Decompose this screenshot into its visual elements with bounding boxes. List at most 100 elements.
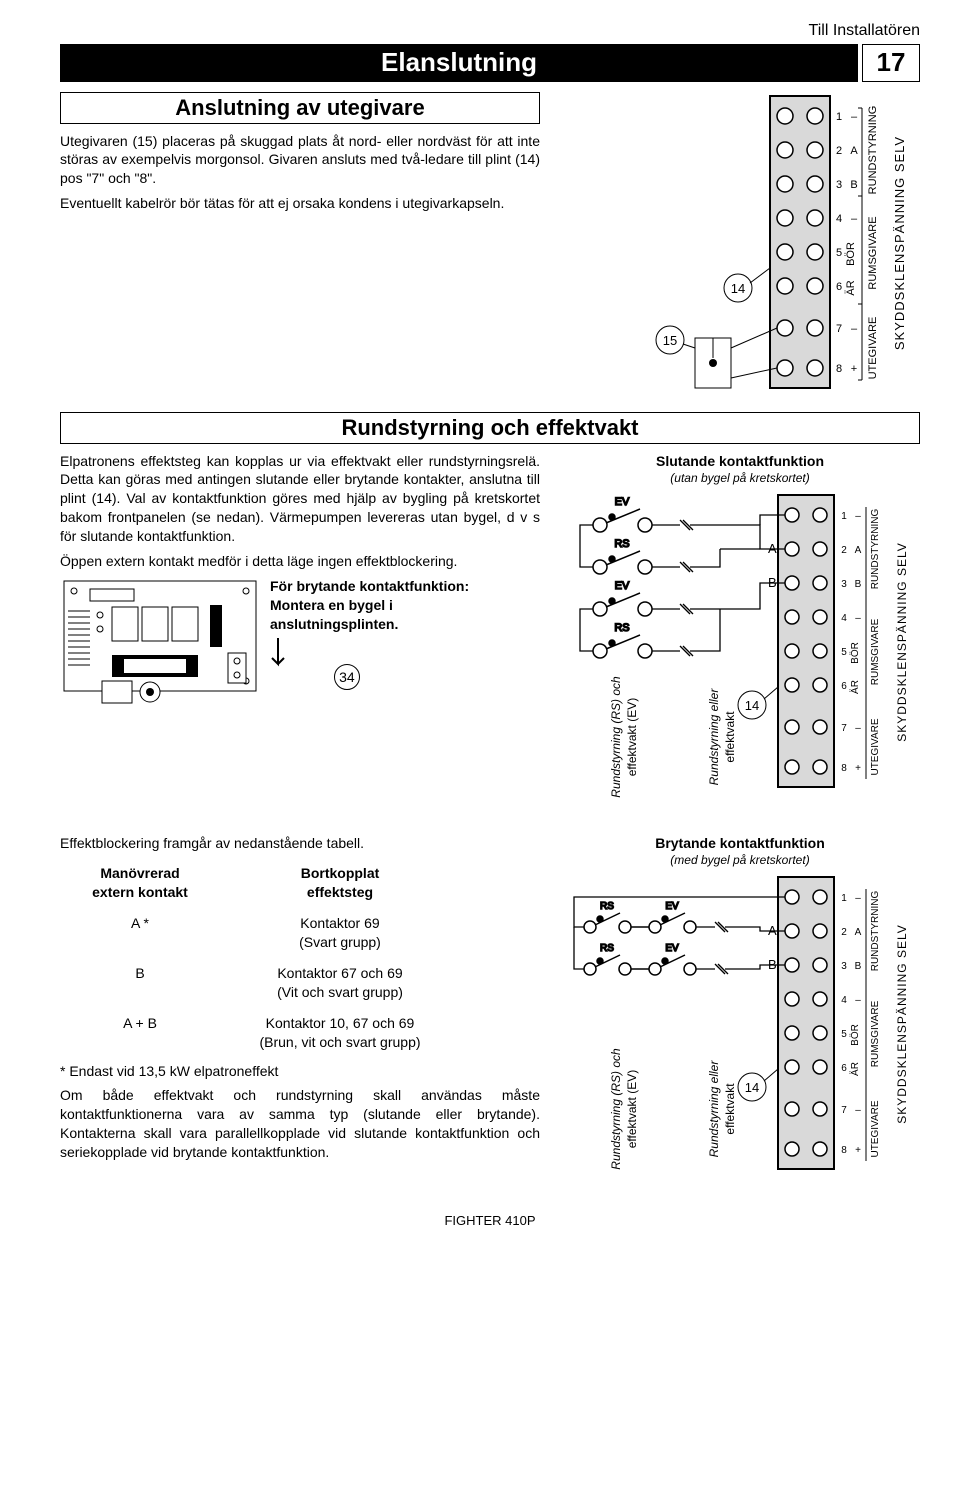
svg-text:3: 3 [841,579,847,590]
svg-text:–: – [851,111,858,123]
footer-model: FIGHTER 410P [60,1212,920,1230]
svg-text:RUMSGIVARE: RUMSGIVARE [870,618,881,685]
svg-text:–: – [855,995,861,1006]
svg-text:+: + [855,1145,861,1156]
svg-text:RUMSGIVARE: RUMSGIVARE [867,216,879,289]
svg-text:A: A [768,541,777,556]
svg-text:RUNDSTYRNING: RUNDSTYRNING [867,105,879,194]
tbl-h1b: extern kontakt [92,884,188,900]
svg-text:4: 4 [841,995,847,1006]
svg-text:2: 2 [841,545,847,556]
title-row: Elanslutning 17 [60,44,920,82]
diagram3-title-1: Brytande kontaktfunktion [560,834,920,853]
svg-text:A: A [855,545,862,556]
svg-text:B: B [768,575,777,590]
diagram-slutande: EV RS EV RS [560,487,920,807]
instr-line: Montera en bygel i anslutningsplinten. [270,596,490,634]
svg-text:effektvakt (EV): effektvakt (EV) [625,1069,639,1147]
section-2-para-1: Elpatronens effektsteg kan kopplas ur vi… [60,452,540,546]
diagram3-title-2: (med bygel på kretskortet) [560,852,920,868]
svg-text:A: A [768,923,777,938]
svg-text:RUNDSTYRNING: RUNDSTYRNING [870,508,881,589]
svg-text:EV: EV [615,496,630,508]
svg-text:B: B [850,179,857,191]
svg-text:UTEGIVARE: UTEGIVARE [870,1100,881,1157]
instr-title: För brytande kontaktfunktion: [270,577,490,596]
svg-text:8: 8 [841,763,847,774]
svg-text:ÄR: ÄR [849,680,861,694]
arrow-icon [270,634,330,682]
svg-text:EV: EV [615,580,630,592]
svg-text:RS: RS [600,943,614,954]
svg-text:EV: EV [665,943,679,954]
ref-34: 34 [334,664,360,690]
svg-text:UTEGIVARE: UTEGIVARE [870,718,881,775]
section-3-tail: Om både effektvakt och rundstyrning skal… [60,1086,540,1162]
svg-text:RUNDSTYRNING: RUNDSTYRNING [870,890,881,971]
section-1-para-2: Eventuellt kabelrör bör tätas för att ej… [60,194,540,213]
svg-text:4: 4 [836,213,842,225]
page-title: Elanslutning [60,44,858,82]
tbl-h2b: effektsteg [307,884,373,900]
svg-text:EV: EV [665,901,679,912]
svg-text:–: – [855,723,861,734]
svg-text:effektvakt: effektvakt [723,1082,737,1134]
svg-text:–: – [851,323,858,335]
pcb-sketch [60,577,260,707]
svg-text:UTEGIVARE: UTEGIVARE [867,316,879,379]
effect-table: Manövrerad extern kontakt Bortkopplat ef… [60,858,540,1057]
tbl-r2c1: B [60,958,220,1008]
tbl-r2c2a: Kontaktor 67 och 69 [277,965,402,981]
svg-text:B: B [855,961,862,972]
svg-text:15: 15 [663,333,677,348]
tbl-r3c1: A + B [60,1008,220,1058]
table-footnote: * Endast vid 13,5 kW elpatroneffekt [60,1062,540,1081]
svg-text:4: 4 [841,613,847,624]
tbl-h1a: Manövrerad [100,865,179,881]
diagram2-title-1: Slutande kontaktfunktion [560,452,920,471]
tbl-h2a: Bortkopplat [301,865,380,881]
svg-text:Rundstyrning eller: Rundstyrning eller [707,687,721,785]
svg-text:3: 3 [836,179,842,191]
svg-text:ÄR: ÄR [845,280,857,295]
svg-text:A: A [855,927,862,938]
section-3-intro: Effektblockering framgår av nedanstående… [60,834,540,853]
svg-text:B: B [855,579,862,590]
svg-text:14: 14 [745,1080,759,1095]
section-2-para-2: Öppen extern kontakt medför i detta läge… [60,552,540,571]
svg-text:B: B [768,957,777,972]
svg-text:RUMSGIVARE: RUMSGIVARE [870,1000,881,1067]
svg-text:+: + [851,363,857,375]
audience-label: Till Installatören [60,20,920,42]
svg-text:effektvakt (EV): effektvakt (EV) [625,697,639,775]
svg-text:8: 8 [841,1145,847,1156]
svg-text:2: 2 [836,145,842,157]
svg-text:6: 6 [836,281,842,293]
svg-text:SKYDDSKLENSPÄNNING SELV: SKYDDSKLENSPÄNNING SELV [895,924,909,1124]
svg-text:2: 2 [841,927,847,938]
tbl-r3c2b: (Brun, vit och svart grupp) [259,1034,420,1050]
svg-text:1: 1 [836,111,842,123]
svg-text:7: 7 [841,1105,847,1116]
svg-text:ÄR: ÄR [849,1062,861,1076]
terminal-diagram-1: 14 15 8 7 6 5 4 3 2 1 + – [630,88,920,408]
svg-text:6: 6 [841,681,847,692]
tbl-r2c2b: (Vit och svart grupp) [277,984,403,1000]
section-2-heading: Rundstyrning och effektvakt [60,412,920,444]
diagram-brytande: RS EV RS EV [560,869,920,1189]
tbl-r1c2b: (Svart grupp) [299,934,381,950]
tbl-r1c2a: Kontaktor 69 [300,915,379,931]
svg-text:8: 8 [836,363,842,375]
svg-text:Rundstyrning eller: Rundstyrning eller [707,1059,721,1157]
svg-text:RS: RS [600,901,614,912]
svg-text:5: 5 [841,647,847,658]
svg-text:6: 6 [841,1063,847,1074]
svg-text:Rundstyrning (RS) och: Rundstyrning (RS) och [609,1048,623,1170]
svg-text:A: A [850,145,858,157]
svg-text:–: – [855,893,861,904]
svg-text:1: 1 [841,511,847,522]
tbl-r3c2a: Kontaktor 10, 67 och 69 [266,1015,415,1031]
svg-text:Rundstyrning (RS) och: Rundstyrning (RS) och [609,676,623,798]
svg-text:SKYDDSKLENSPÄNNING SELV: SKYDDSKLENSPÄNNING SELV [892,135,907,349]
section-1-heading: Anslutning av utegivare [60,92,540,124]
